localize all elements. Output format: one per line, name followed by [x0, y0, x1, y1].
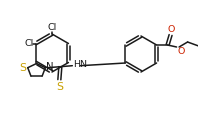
Text: S: S [56, 82, 63, 92]
Text: O: O [178, 48, 185, 57]
Text: S: S [19, 63, 26, 73]
Text: N: N [46, 62, 54, 72]
Text: Cl: Cl [47, 23, 57, 32]
Text: O: O [167, 24, 175, 34]
Text: Cl: Cl [24, 39, 33, 48]
Text: HN: HN [73, 60, 87, 69]
